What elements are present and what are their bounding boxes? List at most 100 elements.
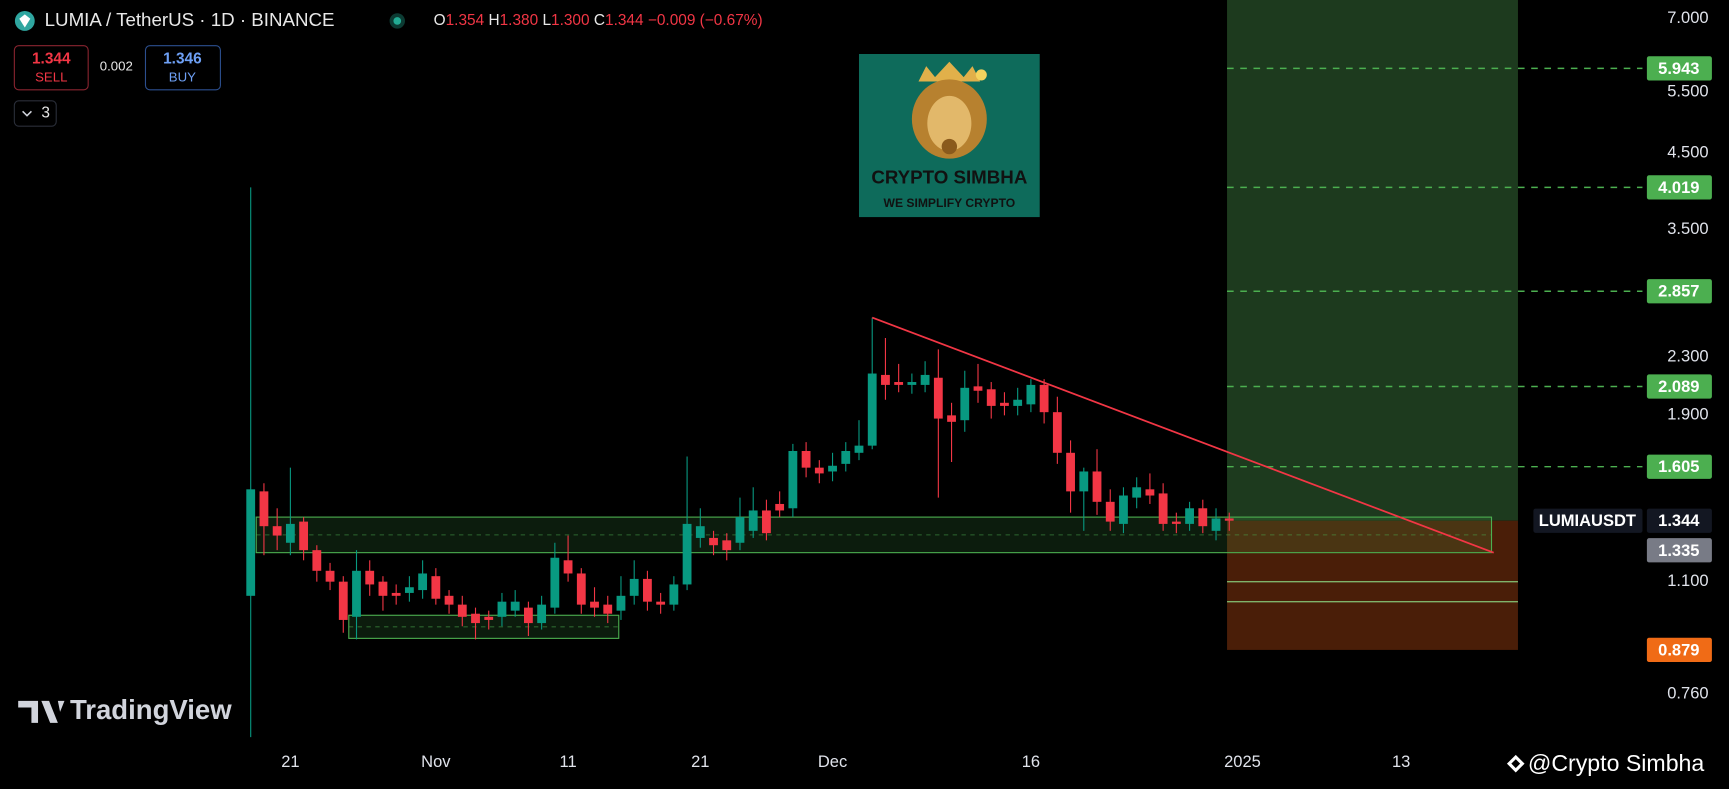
candle-body (1039, 384, 1049, 413)
candle-body (986, 389, 996, 406)
symbol-icon-glyph (19, 14, 31, 28)
sell-button[interactable] (13, 45, 89, 91)
watermark-logo (18, 700, 65, 723)
candle-body (325, 570, 335, 582)
price-tag (1646, 508, 1712, 533)
logo-lion-face (927, 95, 972, 151)
ohlc-value: 1.300 (551, 12, 590, 29)
candle-body (1132, 487, 1142, 498)
y-tick-label: 1.100 (1667, 571, 1708, 590)
price-tag-label: 2.089 (1658, 377, 1699, 396)
candle-body (510, 601, 520, 611)
buy-label: BUY (169, 70, 196, 85)
y-tick-label: 4.500 (1667, 142, 1708, 161)
x-tick-label: 11 (559, 752, 576, 771)
candle-body (960, 387, 970, 421)
candle-body (814, 467, 824, 474)
candle-body (1092, 471, 1102, 502)
buy-button[interactable] (144, 45, 221, 91)
price-tag-label: 0.879 (1658, 640, 1699, 659)
sell-price: 1.344 (32, 51, 71, 68)
x-tick-label: 21 (691, 752, 709, 771)
y-tick-label: 5.500 (1667, 81, 1708, 100)
candle-body (457, 604, 467, 617)
y-tick-label: 3.500 (1667, 219, 1708, 238)
trendline (871, 316, 1495, 554)
ohlc-value: 1.344 (605, 12, 644, 29)
candle-body (576, 573, 586, 605)
indicator-count: 3 (41, 105, 50, 122)
price-tag-label: 1.344 (1658, 511, 1700, 530)
candle-body (378, 581, 388, 596)
chevron (22, 110, 32, 117)
price-tag (1646, 538, 1712, 563)
candle-body (312, 550, 322, 571)
ohlc-key: C (594, 12, 605, 29)
candle-body (563, 560, 573, 574)
candle-body (497, 601, 507, 617)
candle-body (735, 517, 745, 543)
candle-body (643, 578, 652, 602)
y-tick-label: 7.000 (1667, 8, 1708, 27)
ohlc-value: 1.354 (446, 12, 485, 29)
candle-body (775, 503, 785, 511)
candle-body (246, 489, 256, 596)
status-dot (393, 17, 402, 25)
candle-body (1185, 508, 1194, 524)
candle-body (973, 386, 983, 391)
candle-body (484, 616, 494, 620)
candle-body (1198, 508, 1208, 527)
price-tag (1646, 279, 1712, 304)
candle-body (391, 592, 401, 596)
logo-sun (975, 69, 987, 81)
price-tag-label: 4.019 (1658, 178, 1699, 197)
profit-zone (1227, 0, 1518, 521)
candle-body (907, 382, 917, 385)
candle-body (841, 450, 851, 464)
candle-body (365, 570, 375, 585)
price-tag-label: 5.943 (1658, 59, 1699, 78)
candle-body (404, 587, 414, 593)
plot-area (246, 0, 1643, 738)
candle-body (1105, 501, 1115, 522)
candle-body (788, 450, 798, 509)
y-tick-label: 1.900 (1667, 405, 1708, 424)
ohlc-key: O (434, 12, 446, 29)
ohlc-value: 1.380 (500, 12, 539, 29)
candle-body (894, 382, 904, 385)
candle-body (1211, 518, 1221, 531)
x-tick-label: Dec (818, 752, 847, 771)
candle-body (1224, 518, 1234, 521)
price-tag (1646, 175, 1712, 200)
symbol-title: LUMIA / TetherUS · 1D · BINANCE (45, 9, 335, 30)
price-tag (1646, 454, 1712, 479)
candle-body (338, 581, 348, 620)
symbol-tag-label: LUMIAUSDT (1539, 511, 1636, 530)
candle-body (748, 510, 758, 531)
candle-body (854, 445, 864, 453)
ohlc-change: −0.009 (−0.67%) (648, 12, 763, 29)
candle-body (616, 595, 626, 611)
price-tag-label: 1.605 (1658, 457, 1699, 476)
ohlc-key: H (488, 12, 499, 29)
watermark: TradingView (70, 694, 232, 725)
candle-body (933, 377, 943, 419)
logo-title: CRYPTO SIMBHA (871, 166, 1027, 187)
x-tick-label: 21 (281, 752, 299, 771)
candle-body (695, 526, 705, 538)
candle-body (431, 576, 441, 599)
credit-icon (1506, 754, 1525, 773)
candle-body (722, 540, 732, 551)
candle-body (947, 415, 956, 422)
indicator-toggle[interactable] (13, 100, 57, 127)
loss-zone (1227, 520, 1518, 650)
candle-body (762, 510, 771, 534)
candle-body (1000, 402, 1009, 406)
candle-body (682, 523, 692, 585)
candle-body (259, 491, 269, 527)
x-tick-label: Nov (421, 752, 451, 771)
candle-body (1052, 412, 1062, 453)
candle-body (920, 374, 930, 385)
